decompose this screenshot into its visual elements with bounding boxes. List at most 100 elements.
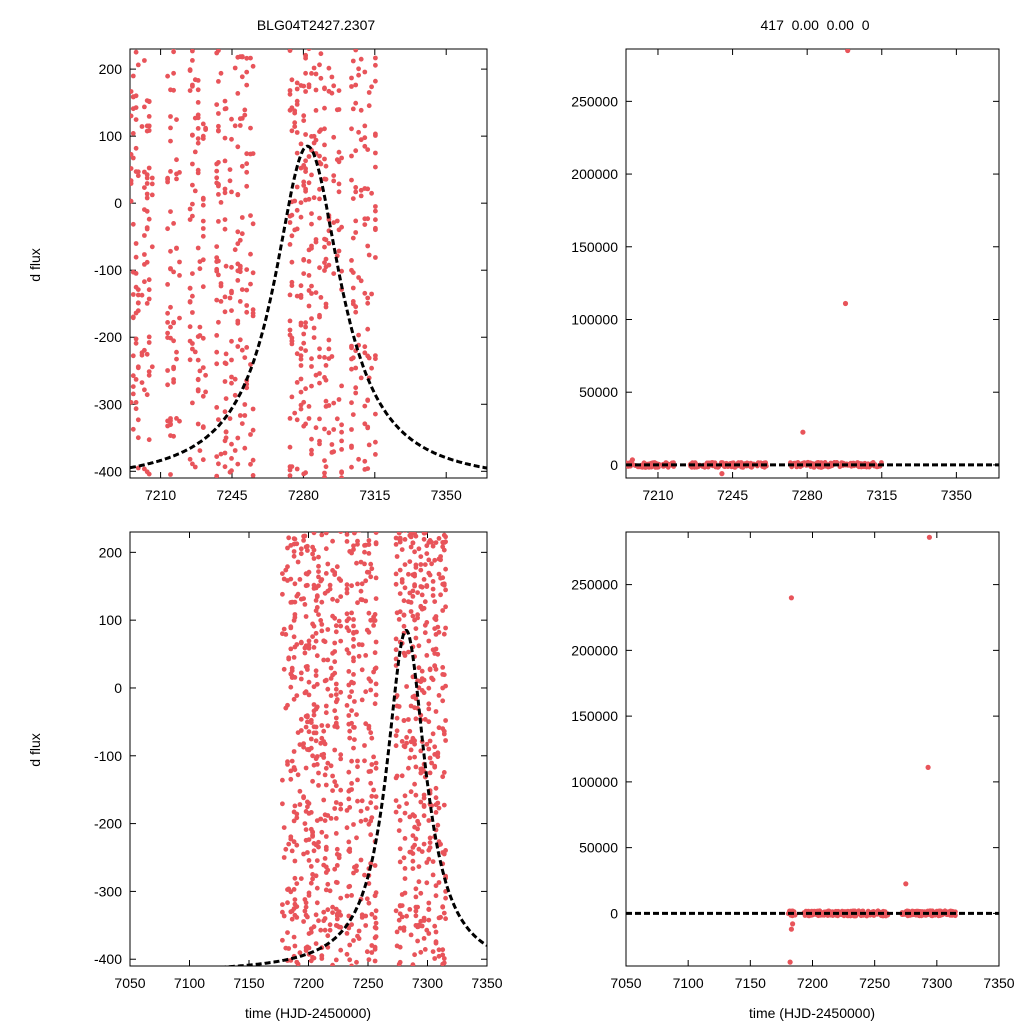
data-point [288,646,294,652]
data-point [192,149,198,155]
data-point [326,337,332,343]
data-point [373,908,379,914]
data-point [294,207,300,213]
data-point [406,717,411,722]
data-point [309,243,314,249]
data-point [294,811,300,817]
data-point [422,532,428,536]
data-point [358,107,364,113]
data-point [424,653,430,658]
data-point [292,108,298,114]
data-point [298,346,304,351]
data-point [306,303,312,309]
data-point [295,961,301,966]
data-point [308,810,314,815]
data-point [165,73,171,79]
data-point [314,594,320,600]
data-point [347,735,353,741]
data-point [142,252,147,257]
x-tick-label: 7210 [642,487,673,503]
data-point [415,612,420,618]
data-point [190,58,195,63]
data-point [171,364,177,370]
data-point [322,244,327,250]
data-point [314,754,320,759]
data-point [344,590,350,596]
data-point [168,125,173,131]
data-point [333,623,339,629]
data-point [353,100,359,106]
data-point [412,741,417,747]
data-point [408,534,414,540]
data-point [323,464,329,470]
data-point [332,640,338,646]
data-point [190,132,195,138]
data-point [237,263,243,269]
data-points [130,42,378,478]
data-point [289,848,295,854]
data-point [426,706,432,712]
panel-bottom-left: 7050 7100 7150 7200 7250 7300 7350 -400 -300 -200… [94,527,503,991]
data-point [410,540,416,546]
data-point [373,541,379,547]
x-tick-label: 7050 [610,975,641,991]
data-point [419,584,425,590]
data-point [349,443,354,449]
data-point [322,85,327,91]
y-tick-label: -400 [94,463,122,479]
data-point [317,62,322,68]
data-point [368,574,374,580]
data-point [237,123,243,128]
data-point [432,763,438,769]
data-point [324,527,329,532]
data-point [404,913,409,919]
data-point [415,938,420,944]
data-point [339,447,344,452]
data-point [430,859,436,864]
data-point [339,429,344,435]
data-point [237,299,243,304]
data-point [438,914,443,920]
y-tick-label: 50000 [579,384,618,400]
data-point [227,295,233,301]
data-point [317,153,322,159]
data-point [373,925,379,931]
data-point [244,385,250,391]
data-point [319,622,325,627]
data-point [144,175,150,181]
data-point [130,155,136,161]
data-point [351,655,356,661]
data-point [237,413,243,418]
data-point [318,927,324,933]
data-point [218,299,224,304]
data-point [244,82,250,88]
data-point [363,689,369,695]
data-point [168,114,173,119]
data-point [306,692,312,698]
data-point [168,335,173,341]
data-point [334,218,340,224]
data-point [364,806,370,811]
data-point [426,719,432,725]
data-point [310,830,315,835]
x-tick-label: 7245 [717,487,748,503]
data-point [418,890,424,896]
data-point [289,77,295,83]
data-point [424,880,430,886]
data-point [443,587,448,593]
y-tick-label: 150000 [571,239,618,255]
data-point [332,659,338,665]
data-point [363,817,369,823]
data-point [413,886,419,892]
data-point [410,613,416,619]
data-point [192,349,198,355]
data-point [316,770,321,776]
data-point [362,350,368,356]
data-point [313,290,319,295]
data-point [190,461,195,467]
data-point [130,353,136,359]
data-point [190,42,195,47]
data-point [149,181,155,187]
data-point [355,600,360,606]
data-point [313,873,319,879]
